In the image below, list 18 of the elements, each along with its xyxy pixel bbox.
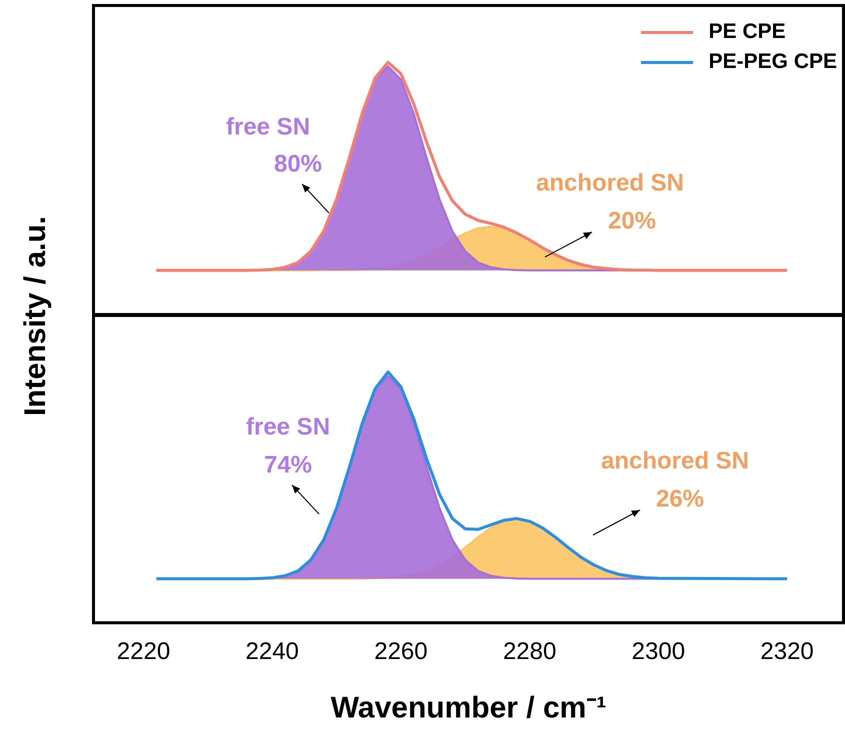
x-tick-label: 2280	[502, 638, 556, 666]
annotation: anchored SN	[536, 170, 684, 197]
annotation: free SN	[226, 114, 310, 141]
x-tick-label: 2260	[374, 638, 428, 666]
annotation: free SN	[246, 414, 330, 441]
annotation: 74%	[264, 452, 312, 479]
x-tick-label: 2220	[116, 638, 170, 666]
x-axis-title: Wavenumber / cm⁻¹	[330, 691, 606, 724]
annotation: 26%	[656, 486, 704, 513]
annotation: 80%	[274, 150, 322, 178]
annotation: 20%	[608, 208, 656, 235]
x-tick-label: 2320	[760, 638, 814, 666]
y-axis-title: Intensity / a.u.	[19, 216, 53, 416]
x-tick-label: 2240	[246, 638, 299, 666]
annotation: anchored SN	[600, 448, 750, 475]
legend-label: PE-PEG CPE	[708, 50, 837, 74]
x-tick-label: 2300	[632, 638, 686, 666]
legend-label: PE CPE	[708, 20, 786, 44]
